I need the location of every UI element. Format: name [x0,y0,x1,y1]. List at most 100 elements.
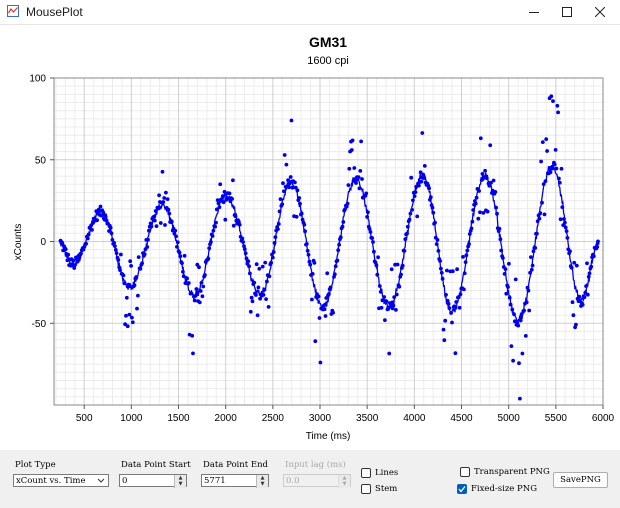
data-point [408,211,413,216]
data-point [545,149,549,153]
data-point [194,287,199,291]
data-point [302,222,307,227]
data-point-start-input[interactable]: 0 ▲ ▼ [119,474,187,488]
data-point [266,305,271,309]
data-point [340,224,345,229]
stem-checkbox[interactable] [361,484,371,494]
data-point [526,288,531,293]
transparent-png-checkbox[interactable] [460,467,470,477]
data-point [273,235,278,240]
data-point [290,185,295,190]
data-point [449,311,453,315]
data-point [260,264,265,269]
data-point [367,227,372,231]
plot-type-select[interactable]: xCount vs. Time [13,474,109,487]
data-point [415,214,420,219]
close-icon [595,7,605,17]
data-point [316,294,321,299]
data-point [281,181,285,186]
data-point [344,204,349,209]
data-point-end-input[interactable]: 5771 ▲ ▼ [201,474,269,488]
data-point [533,246,538,250]
data-point [313,339,318,344]
lines-label: Lines [375,468,399,478]
data-point [123,322,127,327]
data-point [299,211,304,216]
data-point [470,219,475,224]
data-point [209,240,213,244]
data-point [504,291,509,296]
data-point [237,220,241,224]
data-point [456,295,461,299]
data-point [220,194,225,199]
close-button[interactable] [584,0,616,24]
data-point [377,284,382,288]
data-point [422,164,427,168]
data-point [287,185,291,190]
data-point [554,166,559,171]
data-point [574,322,578,327]
input-lag-spinner[interactable]: ▲ ▼ [338,475,350,488]
data-point-start-spinner[interactable]: ▲ ▼ [174,475,186,488]
data-point [108,225,113,230]
data-point [321,303,326,308]
save-png-button[interactable]: SavePNG [553,472,608,488]
data-point [175,240,180,245]
data-point [84,241,88,246]
data-point [388,301,392,305]
data-point [124,313,128,318]
data-point [465,248,470,253]
data-point [214,207,219,212]
data-point [298,201,302,206]
data-point [394,308,398,312]
chevron-down-icon [97,478,105,483]
data-point [488,143,493,148]
fixed-size-png-checkbox[interactable] [457,484,467,494]
data-point [450,320,454,325]
data-point [156,206,161,211]
data-point [341,220,346,224]
data-point [158,221,163,225]
data-point [198,289,203,293]
data-point [332,272,337,277]
maximize-button[interactable] [551,0,583,24]
data-point [218,182,223,187]
data-point [405,231,409,236]
data-point [186,281,191,285]
data-point [356,175,361,180]
data-point [457,305,462,310]
data-point [478,210,482,215]
data-point [455,267,459,272]
data-point [182,253,187,258]
data-point [480,172,485,176]
app-icon [7,5,19,17]
data-point [389,267,394,272]
data-point [304,242,309,246]
data-point [382,295,386,299]
data-point [413,190,418,195]
input-lag-input[interactable]: 0.0 ▲ ▼ [283,474,351,488]
x-tick-label: 2000 [215,413,238,424]
data-point [399,272,403,277]
fixed-size-png-label: Fixed-size PNG [471,484,537,494]
data-point [152,214,156,219]
data-point [540,140,545,145]
data-point [193,294,198,298]
data-point [571,313,576,318]
data-point [397,284,402,289]
data-point-end-spinner[interactable]: ▲ ▼ [256,475,268,488]
x-tick-label: 4500 [450,413,473,424]
data-point [445,298,450,303]
data-point [109,231,114,236]
data-point [442,338,447,343]
lines-checkbox[interactable] [361,468,371,478]
data-point [77,255,82,260]
data-point [167,211,172,216]
data-point [277,209,282,214]
minimize-button[interactable] [518,0,550,24]
data-point [577,294,582,299]
data-point [544,137,549,142]
data-point [107,229,111,233]
data-point [595,245,600,249]
data-point [305,248,310,253]
